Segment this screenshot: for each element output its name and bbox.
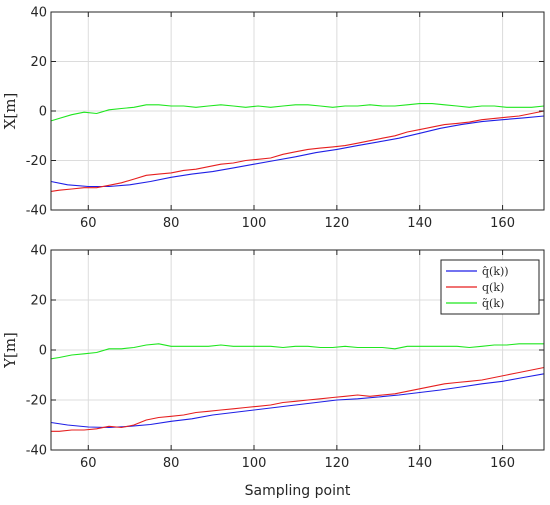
x-tick-label: 140 <box>407 216 432 231</box>
x-tick-label: 120 <box>324 456 349 471</box>
legend: q̂(k)) q(k) q̃(k) <box>440 259 540 315</box>
x-tick-label: 120 <box>324 216 349 231</box>
y-tick-label: 40 <box>30 6 47 21</box>
y-tick-label: 0 <box>39 344 47 359</box>
series-line-2 <box>50 343 544 360</box>
y-tick-label: -20 <box>26 154 47 169</box>
y-tick-label: -20 <box>26 394 47 409</box>
series-line-0 <box>50 115 545 188</box>
x-tick-label: 80 <box>163 216 180 231</box>
chart-x-position: 60 80 100 120 140 160 -40 -20 0 20 40 X[m] <box>1 6 545 231</box>
legend-label-2: q̃(k) <box>482 297 504 310</box>
x-tick-label: 160 <box>490 216 515 231</box>
x-tick-label: 80 <box>163 456 180 471</box>
series-line-2 <box>50 103 545 122</box>
x-tick-label: 100 <box>242 216 267 231</box>
y-tick-label: -40 <box>26 444 47 459</box>
x-tick-label: 100 <box>242 456 267 471</box>
x-tick-label: 160 <box>490 456 515 471</box>
y-tick-label: 20 <box>30 55 47 70</box>
x-tick-label: 140 <box>407 456 432 471</box>
y-axis-label: Y[m] <box>1 332 19 369</box>
y-axis-label: X[m] <box>1 93 19 130</box>
y-tick-label: -40 <box>26 204 47 219</box>
y-tick-label: 40 <box>30 244 47 259</box>
y-tick-label: 20 <box>30 294 47 309</box>
chart-y-position: 60 80 100 120 140 160 -40 -20 0 20 40 Y[m] Sampling … <box>1 244 545 499</box>
x-tick-label: 60 <box>80 216 97 231</box>
series-line-1 <box>50 110 545 192</box>
x-axis-label: Sampling point <box>245 483 351 499</box>
legend-label-1: q(k) <box>482 281 504 294</box>
y-tick-label: 0 <box>39 105 47 120</box>
series-line-1 <box>51 366 545 432</box>
x-tick-label: 60 <box>80 456 97 471</box>
legend-label-0: q̂(k)) <box>482 265 509 278</box>
